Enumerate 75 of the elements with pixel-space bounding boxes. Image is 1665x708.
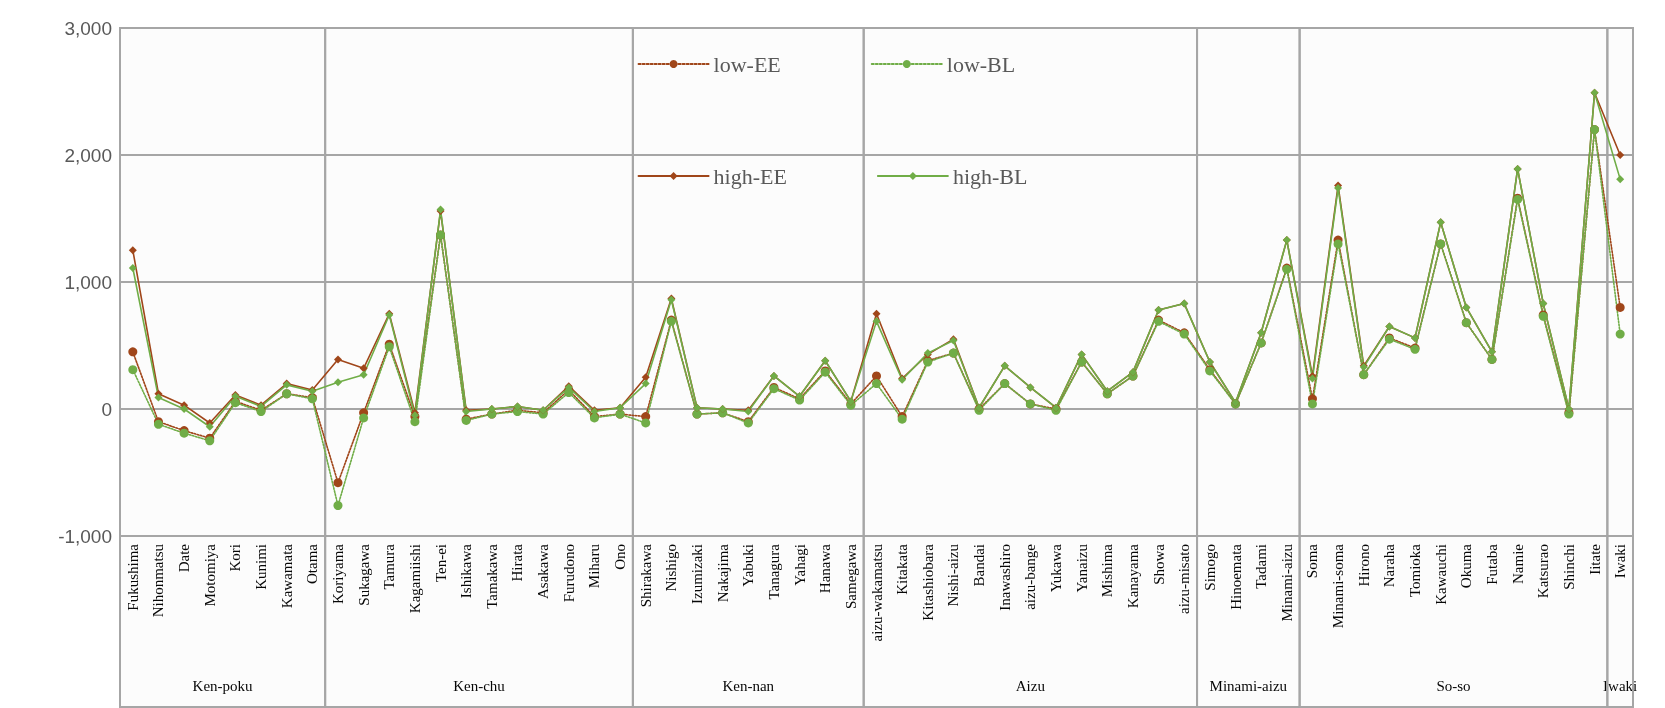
x-tick-label: Kawauchi <box>1432 544 1449 605</box>
x-tick-label: Naraha <box>1381 543 1398 588</box>
x-tick-label: Futaba <box>1483 543 1500 585</box>
x-tick-label: Hirono <box>1355 544 1372 587</box>
x-tick-label: Nihonmatsu <box>150 543 167 618</box>
x-tick-label: Yanaizu <box>1073 543 1090 593</box>
x-tick-label: Samegawa <box>842 543 859 609</box>
x-tick-label: Tadami <box>1253 544 1270 589</box>
x-tick-label: Hanawa <box>817 543 834 594</box>
x-tick-label: Minami-soma <box>1330 543 1347 629</box>
band-label: Aizu <box>1015 678 1046 694</box>
y-tick-label: 2,000 <box>64 144 112 166</box>
y-tick-label: 3,000 <box>64 17 112 39</box>
x-tick-label: Tomioka <box>1407 543 1424 598</box>
x-tick-label: Shirakawa <box>637 543 654 608</box>
x-tick-label: Yukawa <box>1048 543 1065 593</box>
x-tick-label: Minami-aizu <box>1278 543 1295 622</box>
x-tick-label: Ono <box>612 544 629 570</box>
band-label: So-so <box>1436 678 1471 694</box>
x-tick-label: aizu-bange <box>1022 543 1039 610</box>
x-tick-label: Tamura <box>381 543 398 590</box>
y-tick-label: 0 <box>101 398 112 420</box>
x-tick-label: Ishikawa <box>458 543 475 599</box>
x-tick-label: aizu-wakamatsu <box>868 543 885 642</box>
x-tick-label: Yabuki <box>740 544 757 587</box>
x-tick-label: Okuma <box>1458 543 1475 589</box>
x-tick-label: Inawashiro <box>996 544 1013 611</box>
x-tick-label: Asakawa <box>535 543 552 599</box>
x-tick-label: Tanagura <box>765 543 782 600</box>
x-tick-label: Shinchi <box>1560 544 1577 590</box>
band-label: Ken-poku <box>192 678 254 694</box>
x-tick-label: Date <box>176 543 193 573</box>
x-tick-label: Iitate <box>1586 543 1603 575</box>
x-tick-label: Tamakawa <box>483 543 500 609</box>
x-tick-label: Yahagi <box>791 544 808 586</box>
x-tick-label: Kagamiishi <box>406 544 423 614</box>
legend-label: low-EE <box>713 51 781 77</box>
x-tick-label: Nishi-aizu <box>945 543 962 607</box>
legend-label: low-BL <box>946 51 1016 77</box>
x-tick-label: Miharu <box>586 543 603 589</box>
y-tick-label: 1,000 <box>64 271 112 293</box>
legend-label: high-EE <box>713 163 787 189</box>
x-tick-label: Nishigo <box>663 544 680 592</box>
x-tick-label: Sukagawa <box>355 543 372 606</box>
x-tick-label: Kori <box>227 544 244 572</box>
x-tick-label: Izumizaki <box>688 544 705 604</box>
x-tick-label: Mishima <box>1099 543 1116 598</box>
x-tick-label: Namie <box>1509 543 1526 584</box>
x-tick-label: Furudono <box>560 544 577 603</box>
x-tick-label: Motomiya <box>201 543 218 607</box>
x-tick-label: Kunimi <box>253 544 270 590</box>
x-tick-label: Koriyama <box>329 543 346 604</box>
x-tick-label: Showa <box>1150 543 1167 585</box>
y-tick-label: -1,000 <box>58 525 112 547</box>
x-tick-label: Fukushima <box>124 543 141 611</box>
x-tick-label: Kitakata <box>894 543 911 595</box>
x-tick-label: Kitashiobara <box>919 543 936 621</box>
legend-label: high-BL <box>952 163 1028 189</box>
x-tick-label: Hirata <box>509 543 526 582</box>
x-tick-label: Iwaki <box>1612 544 1629 579</box>
band-label: Ken-chu <box>453 678 506 694</box>
x-tick-label: Nakajima <box>714 543 731 603</box>
band-label: Minami-aizu <box>1209 678 1288 694</box>
x-tick-label: aizu-misato <box>1176 544 1193 614</box>
x-tick-label: Kanayama <box>1124 543 1141 609</box>
x-tick-label: Soma <box>1304 543 1321 579</box>
x-tick-label: Bandai <box>971 544 988 587</box>
band-label: Ken-nan <box>722 678 775 694</box>
x-tick-label: Otama <box>304 543 321 584</box>
x-tick-label: Ten-ei <box>432 544 449 583</box>
x-tick-label: Simogo <box>1201 544 1218 591</box>
band-label: Iwaki <box>1603 678 1638 694</box>
x-tick-label: Katsurao <box>1535 544 1552 599</box>
x-tick-label: Kawamata <box>278 543 295 609</box>
x-tick-label: Hinoemata <box>1227 543 1244 610</box>
